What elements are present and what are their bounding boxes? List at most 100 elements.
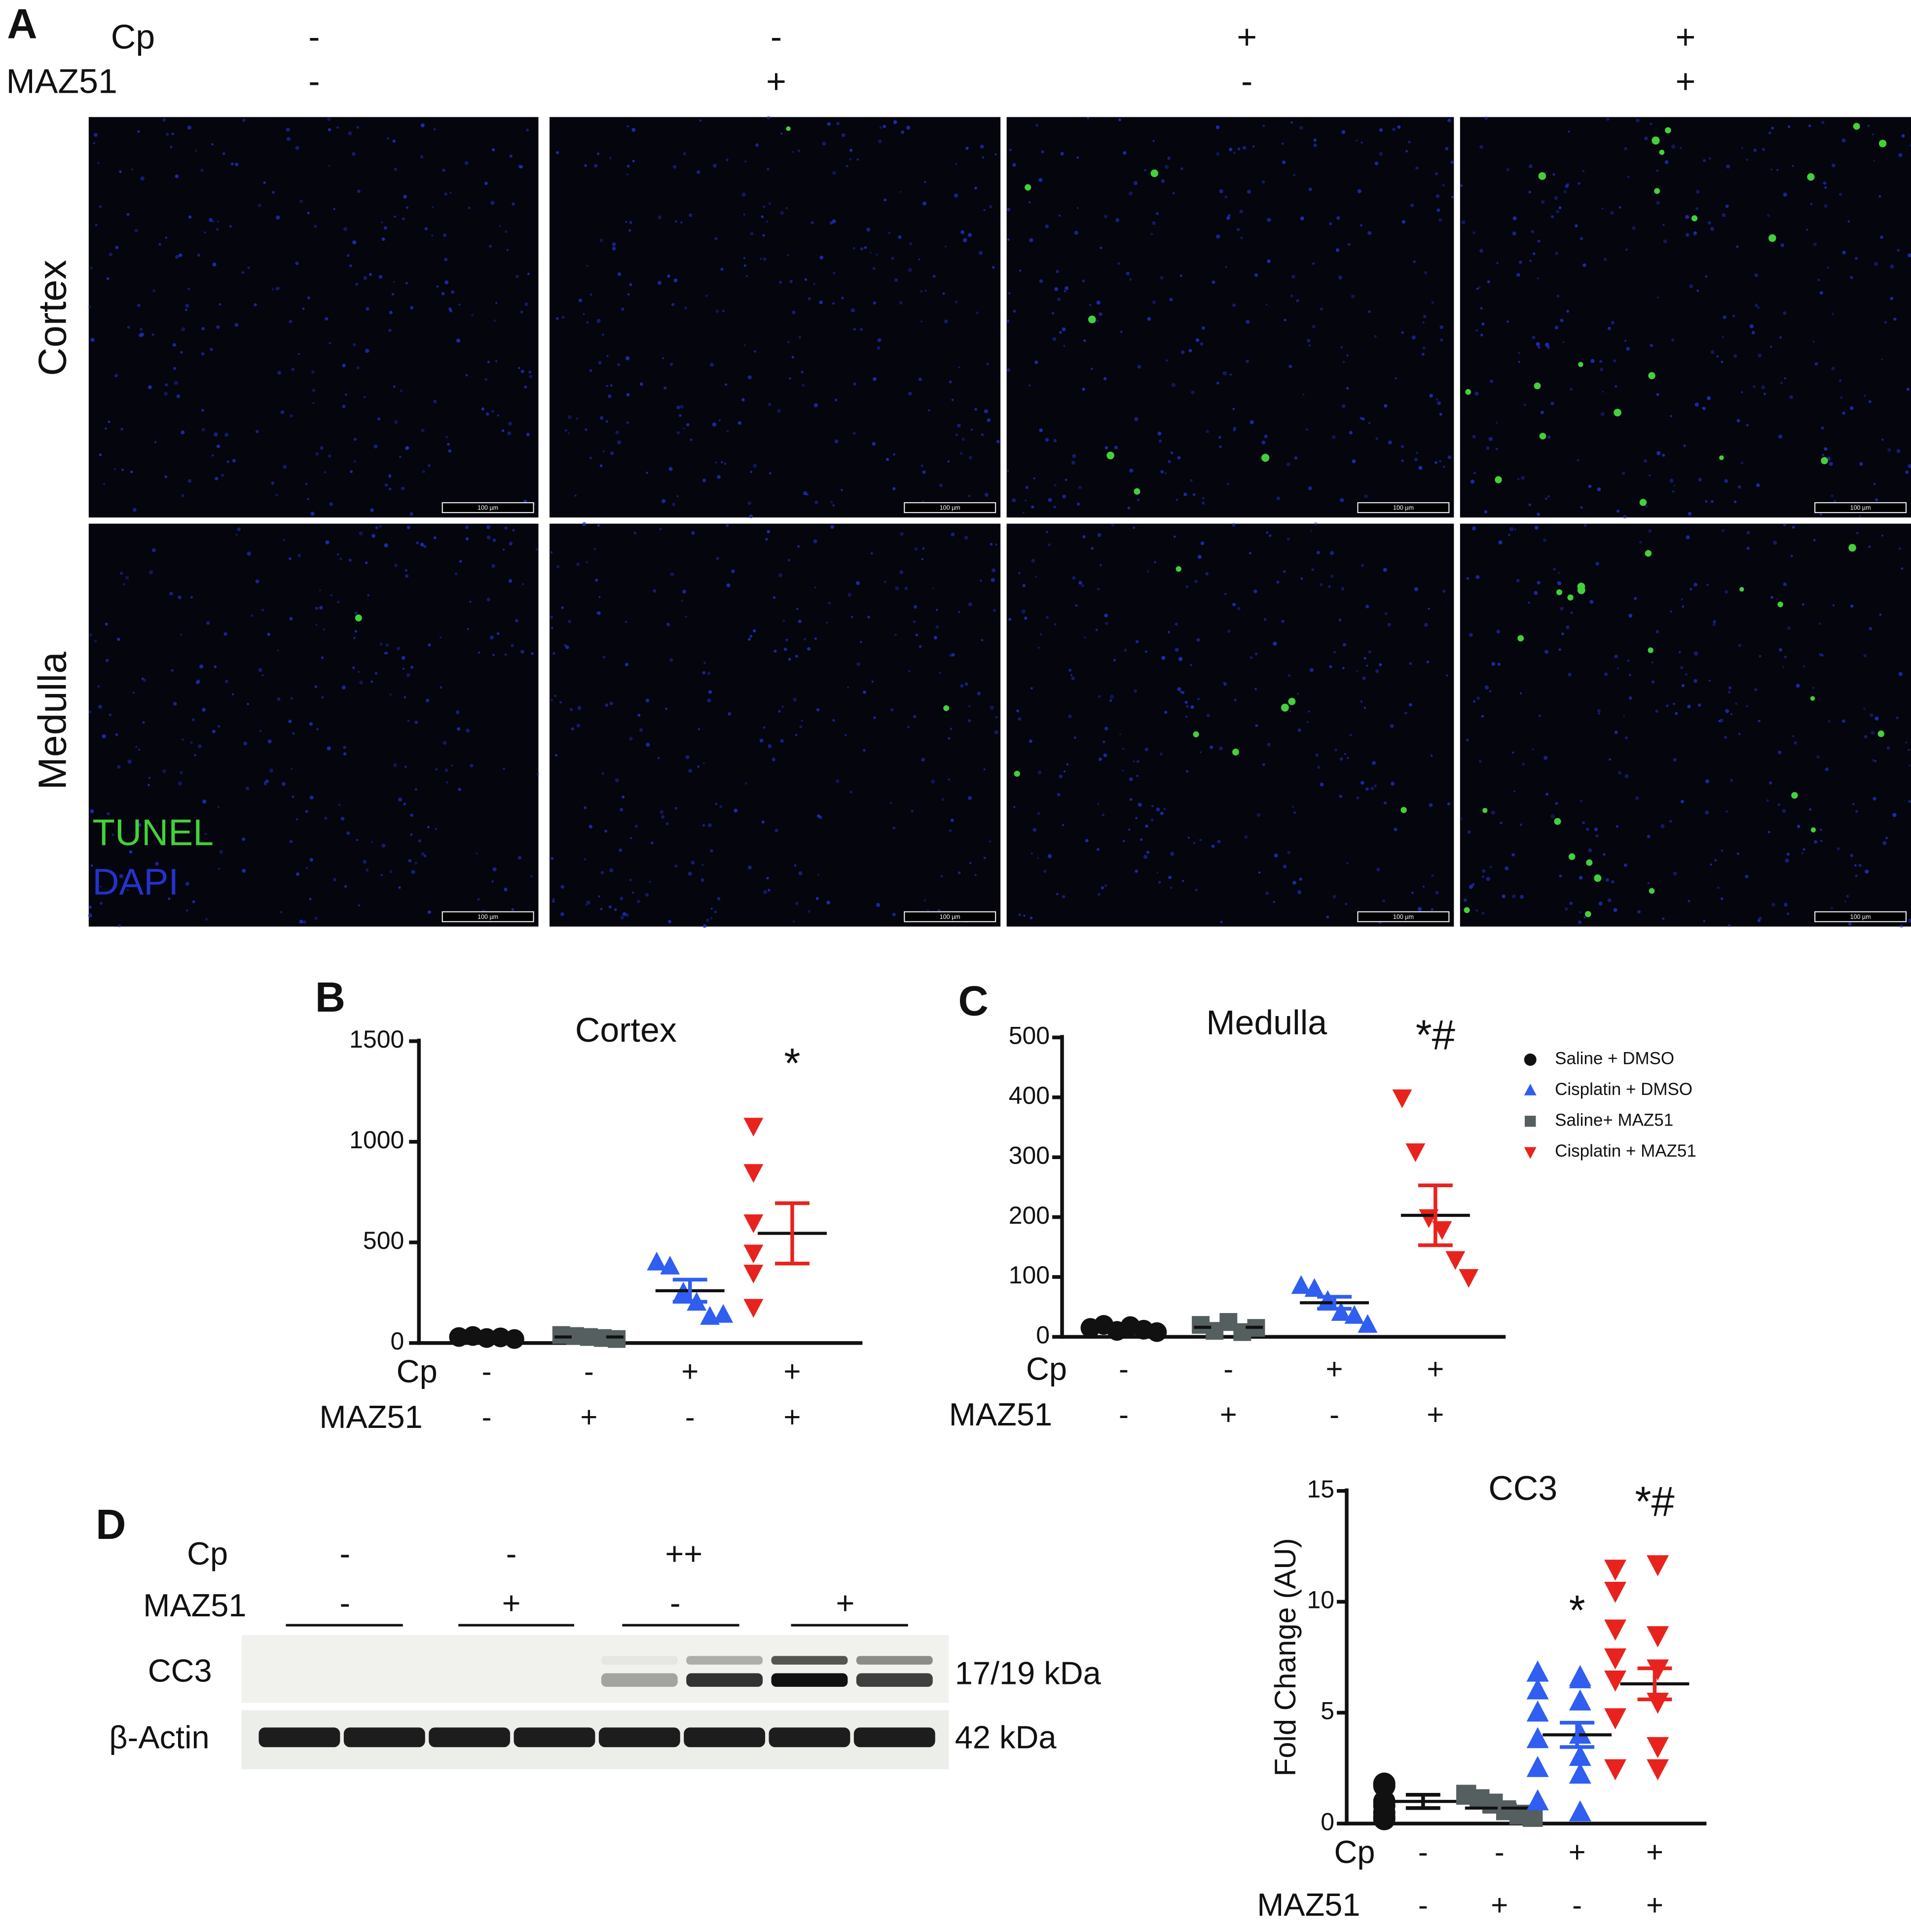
nucleus — [309, 722, 313, 726]
nucleus — [619, 848, 623, 852]
nucleus — [773, 649, 777, 653]
nucleus — [449, 309, 453, 313]
nucleus — [1864, 735, 1868, 739]
nucleus — [1783, 583, 1787, 586]
nucleus — [1671, 145, 1676, 149]
nucleus — [768, 202, 772, 205]
nucleus — [1007, 208, 1011, 212]
nucleus — [1031, 559, 1035, 563]
nucleus — [1152, 221, 1156, 225]
nucleus — [95, 223, 98, 226]
nucleus — [1394, 828, 1397, 832]
nucleus — [313, 224, 317, 228]
nucleus — [458, 788, 461, 791]
x-row-value: - — [1329, 1398, 1339, 1431]
nucleus — [1035, 576, 1037, 578]
nucleus — [530, 875, 533, 877]
nucleus — [1097, 802, 1100, 805]
nucleus — [149, 570, 153, 575]
nucleus — [977, 692, 981, 695]
data-point — [743, 1214, 764, 1234]
nucleus — [1073, 736, 1076, 739]
nucleus — [1424, 271, 1428, 275]
nucleus — [1166, 359, 1168, 362]
nucleus — [1190, 390, 1195, 395]
tunel-cell — [1538, 172, 1546, 180]
nucleus — [1409, 662, 1412, 665]
nucleus — [1346, 387, 1349, 390]
nucleus — [100, 885, 102, 888]
nucleus — [561, 316, 565, 319]
nucleus — [1293, 811, 1296, 814]
data-point — [1358, 1314, 1378, 1333]
data-point — [743, 1265, 764, 1284]
nucleus — [214, 432, 218, 437]
nucleus — [983, 209, 986, 211]
nucleus — [1144, 747, 1149, 752]
nucleus — [974, 186, 977, 190]
nucleus — [1077, 502, 1080, 506]
nucleus — [1724, 735, 1727, 739]
nucleus — [148, 776, 151, 779]
nucleus — [554, 694, 556, 697]
nucleus — [1439, 338, 1443, 342]
nucleus — [745, 782, 748, 785]
nucleus — [879, 126, 882, 129]
nucleus — [391, 292, 395, 296]
nucleus — [299, 919, 303, 924]
nucleus — [1508, 534, 1510, 536]
nucleus — [753, 629, 756, 633]
nucleus — [1461, 220, 1466, 225]
nucleus — [1424, 622, 1429, 627]
nucleus — [646, 472, 649, 474]
nucleus — [792, 150, 794, 153]
nucleus — [1847, 220, 1850, 223]
nucleus — [1133, 760, 1135, 763]
nucleus — [615, 430, 619, 435]
data-point — [1304, 1278, 1324, 1297]
nucleus — [1901, 134, 1905, 138]
nucleus — [801, 370, 804, 374]
x-row-label: Cp — [1334, 1834, 1375, 1870]
nucleus — [365, 561, 368, 564]
scale-bar-label: 100 µm — [940, 913, 960, 920]
nucleus — [1544, 650, 1549, 654]
nucleus — [883, 198, 887, 202]
nucleus — [1635, 796, 1639, 800]
nucleus — [1885, 837, 1888, 839]
nucleus — [676, 431, 680, 435]
nucleus — [359, 531, 363, 536]
nucleus — [506, 249, 509, 252]
nucleus — [344, 885, 347, 888]
nucleus — [604, 829, 608, 833]
nucleus — [140, 328, 143, 331]
nucleus — [822, 142, 826, 146]
nucleus — [1873, 483, 1876, 485]
y-tick-label: 0 — [1321, 1808, 1334, 1835]
nucleus — [914, 547, 918, 551]
nucleus — [920, 320, 923, 323]
nucleus — [90, 809, 94, 813]
nucleus — [992, 609, 996, 612]
nucleus — [763, 205, 766, 208]
tunel-cell — [1777, 601, 1783, 608]
nucleus — [931, 779, 935, 784]
nucleus — [89, 633, 92, 636]
nucleus — [795, 902, 799, 906]
nucleus — [1346, 862, 1349, 865]
nucleus — [290, 697, 293, 700]
nucleus — [352, 666, 355, 669]
nucleus — [346, 831, 350, 835]
nucleus — [841, 133, 845, 137]
tunel-cell — [1465, 389, 1471, 395]
nucleus — [1568, 672, 1572, 677]
nucleus — [1033, 477, 1035, 479]
nucleus — [836, 121, 840, 125]
nucleus — [1488, 437, 1493, 441]
nucleus — [1821, 120, 1825, 124]
nucleus — [374, 672, 378, 675]
panel-label: B — [315, 974, 345, 1021]
nucleus — [1170, 886, 1173, 889]
nucleus — [1320, 583, 1323, 586]
nucleus — [1096, 848, 1100, 851]
